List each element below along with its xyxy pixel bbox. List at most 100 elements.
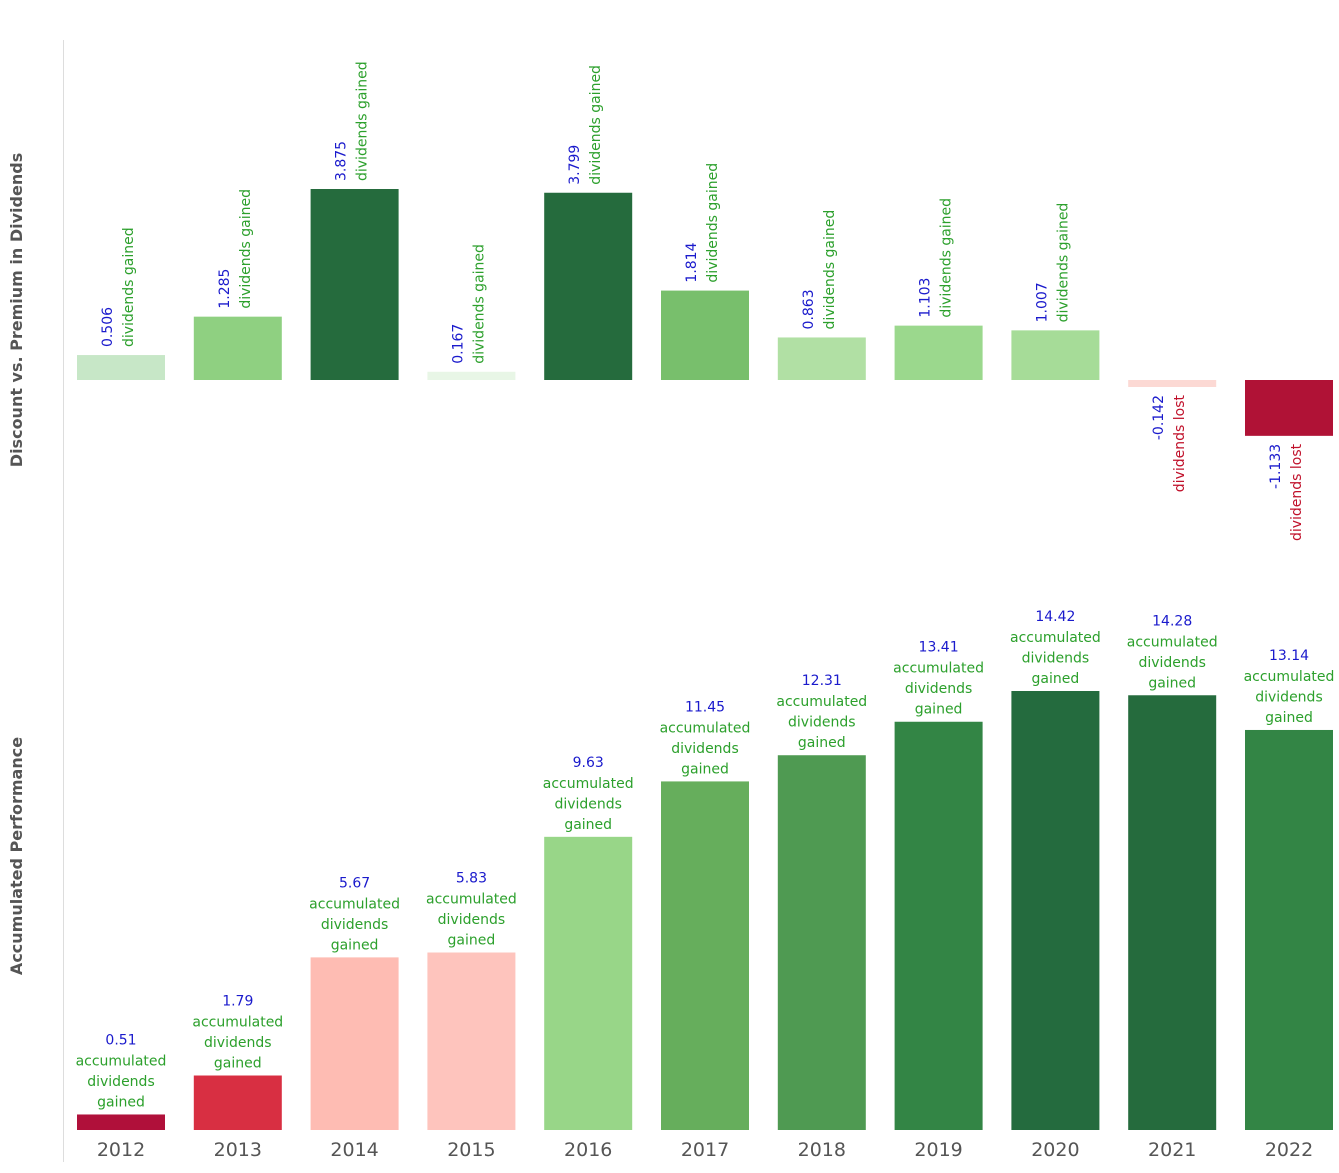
discount-gain-label-2015: dividends gained — [471, 244, 487, 364]
discount-bar-2015 — [427, 371, 516, 380]
accumulated-label-line-2021: gained — [1148, 675, 1196, 691]
accumulated-bar-2019 — [894, 721, 983, 1130]
accumulated-value-label-2012: 0.51 — [105, 1032, 136, 1048]
x-tick-label-2018: 2018 — [798, 1139, 846, 1161]
accumulated-label-line-2019: gained — [915, 702, 963, 718]
accumulated-bar-2022 — [1245, 729, 1333, 1130]
accumulated-label-line-2014: accumulated — [309, 896, 400, 912]
discount-value-label-2015: 0.167 — [450, 324, 466, 364]
accumulated-label-line-2013: dividends — [204, 1035, 272, 1051]
accumulated-label-line-2022: gained — [1265, 710, 1313, 726]
discount-value-label-2012: 0.506 — [100, 307, 116, 347]
discount-gain-label-2020: dividends gained — [1055, 203, 1071, 323]
accumulated-label-line-2021: dividends — [1138, 655, 1206, 671]
discount-value-label-2014: 3.875 — [334, 141, 350, 181]
discount-gain-label-2016: dividends gained — [588, 65, 604, 185]
accumulated-label-line-2022: dividends — [1255, 689, 1323, 705]
top-panel-axis-title: Discount vs. Premium in Dividends — [7, 153, 26, 467]
accumulated-label-line-2015: gained — [448, 933, 496, 949]
accumulated-bar-2018 — [777, 755, 866, 1130]
accumulated-label-line-2017: dividends — [671, 741, 739, 757]
accumulated-bar-2015 — [427, 952, 516, 1130]
accumulated-label-line-2021: accumulated — [1127, 634, 1218, 650]
accumulated-bar-2017 — [661, 781, 749, 1130]
accumulated-label-line-2018: accumulated — [776, 694, 867, 710]
discount-value-label-2018: 0.863 — [801, 289, 817, 329]
discount-bar-2020 — [1011, 330, 1100, 380]
accumulated-label-line-2016: accumulated — [543, 776, 634, 792]
x-tick-label-2015: 2015 — [447, 1139, 495, 1161]
accumulated-label-line-2017: gained — [681, 761, 729, 777]
accumulated-label-line-2015: dividends — [438, 912, 506, 928]
accumulated-value-label-2021: 14.28 — [1152, 613, 1192, 629]
accumulated-label-line-2012: gained — [97, 1094, 145, 1110]
accumulated-label-line-2019: accumulated — [893, 661, 984, 677]
discount-bar-2012 — [77, 355, 165, 380]
discount-bar-2019 — [894, 325, 983, 380]
accumulated-value-label-2019: 13.41 — [919, 640, 959, 656]
accumulated-performance-panel: 0.51 accumulated dividends gained 1.79 accumu… — [76, 609, 1335, 1130]
accumulated-label-line-2022: accumulated — [1244, 669, 1335, 685]
discount-loss-label-2022: dividends lost — [1289, 443, 1305, 541]
discount-gain-label-2019: dividends gained — [939, 198, 955, 318]
accumulated-value-label-2013: 1.79 — [222, 994, 253, 1010]
accumulated-label-line-2012: accumulated — [76, 1053, 167, 1069]
discount-gain-label-2014: dividends gained — [355, 61, 371, 181]
x-tick-label-2021: 2021 — [1148, 1139, 1196, 1161]
accumulated-label-line-2020: dividends — [1022, 651, 1090, 667]
discount-bar-2017 — [661, 290, 749, 380]
x-tick-label-2014: 2014 — [330, 1139, 378, 1161]
accumulated-bar-2021 — [1128, 695, 1217, 1130]
discount-bar-2016 — [544, 192, 633, 380]
accumulated-label-line-2018: gained — [798, 735, 846, 751]
discount-gain-label-2012: dividends gained — [121, 227, 137, 347]
accumulated-value-label-2022: 13.14 — [1269, 648, 1309, 664]
bottom-panel-axis-title: Accumulated Performance — [7, 737, 26, 975]
accumulated-label-line-2019: dividends — [905, 681, 973, 697]
accumulated-label-line-2014: dividends — [321, 917, 389, 933]
accumulated-label-line-2012: dividends — [87, 1074, 155, 1090]
discount-value-label-2020: 1.007 — [1034, 282, 1050, 322]
discount-gain-label-2018: dividends gained — [822, 210, 838, 330]
accumulated-bar-2020 — [1011, 691, 1100, 1130]
x-tick-label-2012: 2012 — [97, 1139, 145, 1161]
accumulated-value-label-2016: 9.63 — [573, 755, 604, 771]
x-axis-ticks: 2012 2013 2014 2015 2016 2017 2018 2019 2020 2021… — [97, 1139, 1313, 1161]
x-tick-label-2013: 2013 — [214, 1139, 262, 1161]
discount-value-label-2019: 1.103 — [918, 278, 934, 318]
accumulated-label-line-2020: gained — [1032, 671, 1080, 687]
accumulated-value-label-2014: 5.67 — [339, 875, 370, 891]
accumulated-label-line-2015: accumulated — [426, 892, 517, 908]
accumulated-label-line-2014: gained — [331, 937, 379, 953]
accumulated-bar-2013 — [193, 1075, 282, 1130]
discount-value-label-2021: -0.142 — [1151, 395, 1167, 440]
accumulated-label-line-2017: accumulated — [660, 720, 751, 736]
accumulated-bar-2014 — [310, 957, 399, 1130]
x-tick-label-2019: 2019 — [914, 1139, 962, 1161]
discount-gain-label-2013: dividends gained — [238, 189, 254, 309]
discount-bar-2018 — [777, 337, 866, 380]
discount-premium-panel: 0.506 dividends gained 1.285 dividends gain… — [77, 61, 1333, 541]
x-tick-label-2022: 2022 — [1265, 1139, 1313, 1161]
discount-value-label-2016: 3.799 — [567, 145, 583, 185]
x-tick-label-2020: 2020 — [1031, 1139, 1079, 1161]
accumulated-bar-2016 — [544, 836, 633, 1130]
discount-bar-2022 — [1245, 380, 1333, 436]
accumulated-label-line-2018: dividends — [788, 715, 856, 731]
discount-gain-label-2017: dividends gained — [705, 163, 721, 283]
accumulated-value-label-2018: 12.31 — [802, 673, 842, 689]
accumulated-label-line-2016: dividends — [554, 796, 622, 812]
accumulated-label-line-2013: gained — [214, 1056, 262, 1072]
discount-value-label-2022: -1.133 — [1268, 444, 1284, 489]
discount-bar-2013 — [193, 316, 282, 380]
discount-bar-2014 — [310, 189, 399, 380]
discount-loss-label-2021: dividends lost — [1172, 394, 1188, 492]
x-tick-label-2017: 2017 — [681, 1139, 729, 1161]
accumulated-value-label-2015: 5.83 — [456, 871, 487, 887]
accumulated-label-line-2020: accumulated — [1010, 630, 1101, 646]
accumulated-label-line-2016: gained — [564, 817, 612, 833]
discount-bar-2021 — [1128, 380, 1217, 387]
accumulated-value-label-2020: 14.42 — [1035, 609, 1075, 625]
